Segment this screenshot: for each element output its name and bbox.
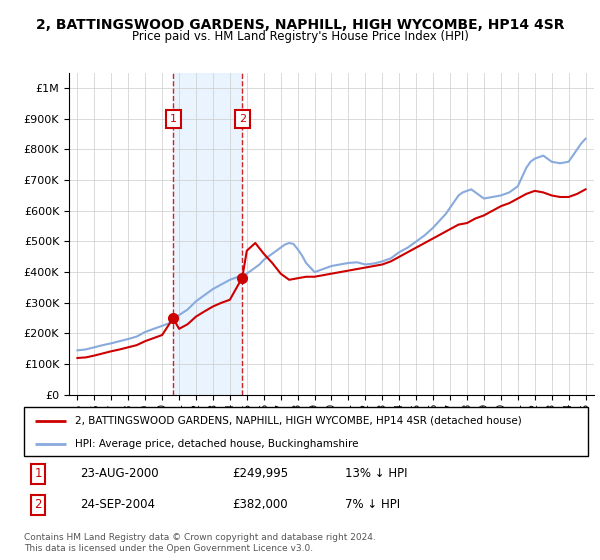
Text: 7% ↓ HPI: 7% ↓ HPI [346,498,401,511]
Text: 24-SEP-2004: 24-SEP-2004 [80,498,155,511]
Text: 23-AUG-2000: 23-AUG-2000 [80,468,159,480]
Text: 2: 2 [239,114,246,124]
FancyBboxPatch shape [24,407,588,456]
Text: 1: 1 [170,114,176,124]
Text: 13% ↓ HPI: 13% ↓ HPI [346,468,408,480]
Bar [173,73,242,395]
Text: £382,000: £382,000 [233,498,289,511]
Text: HPI: Average price, detached house, Buckinghamshire: HPI: Average price, detached house, Buck… [75,439,358,449]
Text: 1: 1 [34,468,42,480]
Text: £249,995: £249,995 [233,468,289,480]
Text: Price paid vs. HM Land Registry's House Price Index (HPI): Price paid vs. HM Land Registry's House … [131,30,469,43]
Text: 2: 2 [34,498,42,511]
Text: 2, BATTINGSWOOD GARDENS, NAPHILL, HIGH WYCOMBE, HP14 4SR: 2, BATTINGSWOOD GARDENS, NAPHILL, HIGH W… [36,18,564,32]
Text: 2, BATTINGSWOOD GARDENS, NAPHILL, HIGH WYCOMBE, HP14 4SR (detached house): 2, BATTINGSWOOD GARDENS, NAPHILL, HIGH W… [75,416,521,426]
Text: Contains HM Land Registry data © Crown copyright and database right 2024.
This d: Contains HM Land Registry data © Crown c… [24,533,376,553]
